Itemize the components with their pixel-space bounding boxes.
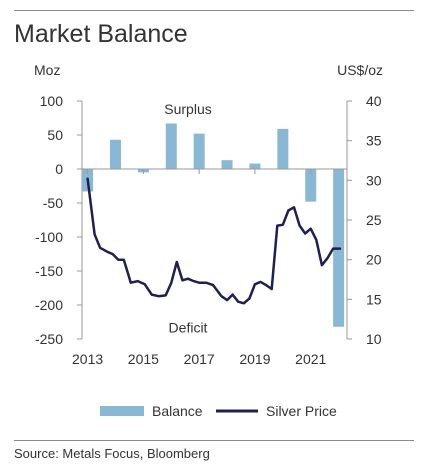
x-tick-label: 2019: [239, 351, 270, 367]
x-tick-label: 2021: [295, 351, 326, 367]
right-tick-label: 35: [366, 133, 382, 149]
balance-bar: [193, 133, 205, 169]
right-tick-label: 25: [366, 212, 382, 228]
right-tick-label: 40: [366, 93, 382, 109]
x-tick-label: 2017: [184, 351, 215, 367]
balance-bar: [109, 139, 121, 169]
top-rule: [14, 10, 414, 11]
x-tick-label: 2013: [72, 351, 103, 367]
source-note: Source: Metals Focus, Bloomberg: [14, 446, 210, 461]
x-tick-label: 2015: [128, 351, 159, 367]
chart-title: Market Balance: [14, 20, 188, 48]
balance-bar: [165, 123, 177, 169]
left-axis-ticks: 100 50 0 -50 -100 -150 -200 -250: [35, 93, 82, 347]
left-tick-label: 0: [55, 161, 63, 177]
right-tick-label: 30: [366, 172, 382, 188]
deficit-label: Deficit: [169, 319, 208, 335]
right-tick-label: 20: [366, 252, 382, 268]
bars-layer: [82, 123, 345, 327]
left-tick-label: -50: [43, 195, 63, 211]
annotations-layer: Surplus Deficit: [164, 101, 211, 335]
left-tick-label: -200: [35, 297, 63, 313]
right-tick-label: 10: [366, 331, 382, 347]
legend-balance-label: Balance: [152, 403, 203, 419]
left-tick-label: 50: [47, 127, 63, 143]
legend: Balance Silver Price: [100, 403, 337, 419]
balance-bar: [305, 169, 317, 202]
left-tick-label: -250: [35, 331, 63, 347]
left-tick-label: -150: [35, 263, 63, 279]
right-axis-ticks: 40 35 30 25 20 15 10: [347, 93, 382, 347]
balance-bar: [249, 163, 261, 169]
left-tick-label: 100: [40, 93, 64, 109]
surplus-label: Surplus: [164, 101, 211, 117]
balance-bar: [277, 128, 289, 169]
legend-price-label: Silver Price: [266, 403, 337, 419]
left-tick-label: -100: [35, 229, 63, 245]
legend-balance-swatch: [100, 406, 144, 416]
bottom-rule: [14, 440, 414, 441]
silver-price-line: [86, 177, 342, 305]
left-axis-unit: Moz: [34, 62, 60, 78]
x-axis-ticks: 2013 2015 2017 2019 2021: [72, 169, 327, 367]
plot-frame: [81, 101, 348, 339]
right-tick-label: 15: [366, 291, 382, 307]
right-axis-unit: US$/oz: [337, 62, 383, 78]
balance-bar: [221, 160, 233, 169]
line-layer: [86, 177, 342, 305]
